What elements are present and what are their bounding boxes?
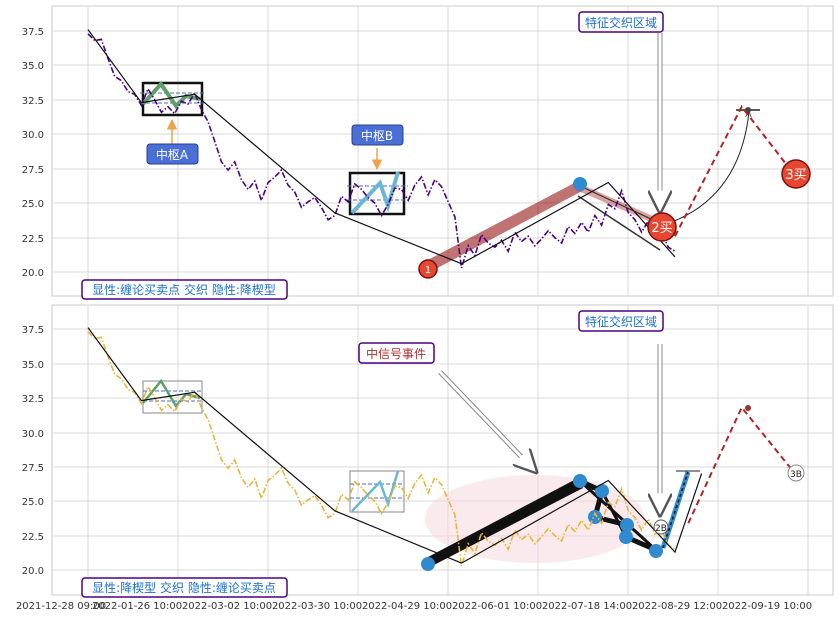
x-tick-label: 2022-01-26 10:00 xyxy=(92,601,182,612)
x-tick-label: 2022-03-30 10:00 xyxy=(272,601,362,612)
bottom-panel xyxy=(51,304,834,596)
y-tick-label: 30.0 xyxy=(22,130,44,141)
y-tick-label: 30.0 xyxy=(22,429,44,440)
marker-dot xyxy=(620,518,634,532)
buy-point-3-label: 3买 xyxy=(785,168,806,183)
zhongshu-a-label: 中枢A xyxy=(156,147,189,162)
stroke-series-line xyxy=(87,29,676,265)
y-tick-label: 22.5 xyxy=(22,234,44,245)
y-tick-label: 35.0 xyxy=(22,61,44,72)
bottom-caption: 显性:降楔型 交织 隐性:缠论买卖点 xyxy=(92,580,276,595)
y-tick-label: 32.5 xyxy=(22,96,44,107)
buy-point-2-marker xyxy=(647,212,677,242)
x-tick-label: 2022-08-29 12:00 xyxy=(632,601,722,612)
y-tick-label: 20.0 xyxy=(22,566,44,577)
y-tick-label: 37.5 xyxy=(22,325,44,336)
marker-dot xyxy=(649,544,663,558)
feature-zone-label: 特征交织区域 xyxy=(585,15,657,30)
top-y-axis: 20.0 22.5 25.0 27.5 30.0 32.5 35.0 37.5 xyxy=(22,27,44,279)
signal-stroke xyxy=(578,479,658,552)
rebound-stroke xyxy=(662,471,689,549)
feature-zone-label: 特征交织区域 xyxy=(585,314,657,329)
zhongshu-a-badge xyxy=(146,143,199,165)
x-axis: 2021-12-28 09:00 2022-01-26 10:00 2022-0… xyxy=(16,601,812,612)
marker-dot xyxy=(619,530,633,544)
marker-3b-label: 3B xyxy=(790,470,802,480)
y-tick-label: 25.0 xyxy=(22,497,44,508)
y-tick-label: 32.5 xyxy=(22,394,44,405)
zhongshu-stroke xyxy=(142,378,201,409)
zhongshu-b-stroke xyxy=(350,171,400,215)
marker-2b-label: 2B xyxy=(655,524,667,534)
x-tick-label: 2022-03-02 10:00 xyxy=(182,601,272,612)
feature-zone-badge xyxy=(578,310,664,332)
signal-band xyxy=(422,180,584,272)
series-layer xyxy=(87,29,796,567)
y-tick-label: 22.5 xyxy=(22,532,44,543)
top-caption: 显性:缠论买卖点 交织 隐性:降楔型 xyxy=(92,282,276,297)
buy-point-1-label: 1 xyxy=(425,265,431,276)
price-series-line xyxy=(87,33,676,269)
zhongshu-a-box xyxy=(141,81,204,117)
buy-point-3-marker xyxy=(781,159,811,189)
projection-series-line xyxy=(674,104,796,237)
y-tick-label: 27.5 xyxy=(22,165,44,176)
x-tick-label: 2022-06-01 10:00 xyxy=(452,601,542,612)
feature-zone-badge xyxy=(578,11,664,33)
x-tick-label: 2022-09-19 10:00 xyxy=(722,601,812,612)
bottom-y-axis: 20.0 22.5 25.0 27.5 30.0 32.5 35.0 37.5 xyxy=(22,325,44,577)
y-tick-label: 37.5 xyxy=(22,27,44,38)
caption-badge xyxy=(81,279,288,300)
projection-series-line xyxy=(687,405,796,524)
y-tick-label: 20.0 xyxy=(22,268,44,279)
zhongshu-b-label: 中枢B xyxy=(361,128,393,143)
stroke-series-line xyxy=(87,327,703,564)
marker-dot xyxy=(573,474,587,488)
marker-dot xyxy=(595,484,609,498)
marker-2b xyxy=(653,519,669,535)
signal-event-label: 中信号事件 xyxy=(366,346,426,361)
marker-3b xyxy=(787,464,805,482)
arrow-icon xyxy=(438,370,536,472)
buy-point-1-marker xyxy=(418,259,438,279)
caption-badge xyxy=(81,577,288,598)
y-tick-label: 35.0 xyxy=(22,360,44,371)
marker-dot xyxy=(573,177,587,191)
buy-point-2-label: 2买 xyxy=(651,221,672,236)
x-tick-label: 2021-12-28 09:00 xyxy=(16,601,106,612)
zhongshu-box xyxy=(142,380,203,414)
zhongshu-stroke xyxy=(351,470,400,512)
marker-dot xyxy=(421,557,435,571)
zhongshu-a-stroke xyxy=(141,80,201,110)
y-tick-label: 27.5 xyxy=(22,463,44,474)
bottom-labels: 2B 3B 特征交织区域 中信号事件 显性:降楔型 交织 隐性:缠论买卖点 xyxy=(81,310,805,598)
signal-band xyxy=(428,478,583,566)
bottom-grid xyxy=(52,305,833,595)
bottom-decorations xyxy=(142,344,751,571)
x-tick-label: 2022-07-18 14:00 xyxy=(542,601,632,612)
peak-dot xyxy=(745,405,751,411)
wedge-line xyxy=(577,195,661,251)
x-tick-label: 2022-04-29 10:00 xyxy=(362,601,452,612)
zhongshu-b-badge xyxy=(351,124,404,146)
top-labels: 1 2买 3买 中枢A 中枢B 特征交织区域 显性:缠论买卖点 交织 隐性:降楔… xyxy=(81,11,811,300)
signal-event-badge xyxy=(358,342,435,364)
y-tick-label: 25.0 xyxy=(22,199,44,210)
price-series-line xyxy=(87,331,676,567)
